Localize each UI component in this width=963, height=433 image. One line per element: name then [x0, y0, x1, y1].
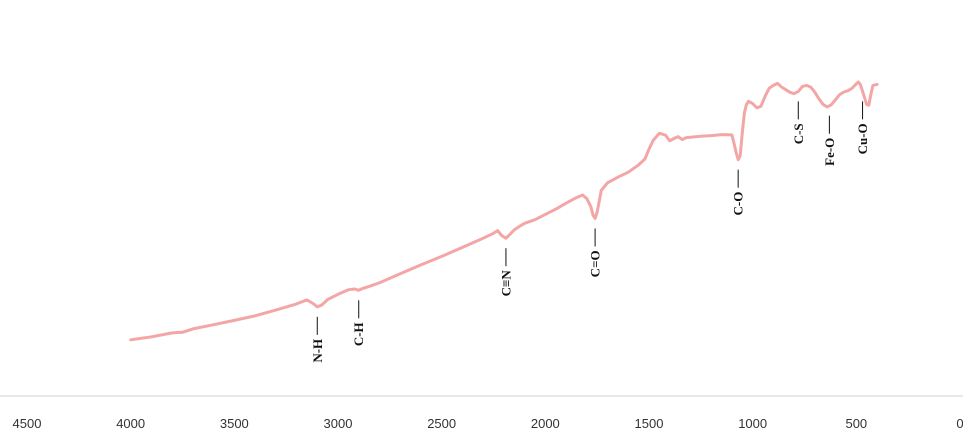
- peak-label: C=O: [588, 250, 603, 277]
- peak-annotation: N-H: [310, 316, 325, 363]
- x-tick-label: 3500: [220, 416, 249, 431]
- peak-label: Fe-O: [822, 138, 837, 166]
- x-tick-label: 4500: [13, 416, 42, 431]
- spectrum-series-line: [129, 80, 879, 342]
- x-tick-label: 4000: [116, 416, 145, 431]
- peak-label: C-H: [351, 322, 366, 346]
- peak-annotation: C=O: [588, 228, 603, 277]
- plot-area: [129, 80, 879, 342]
- peak-annotations: N-H C-H C≡N C=O C-O C-S Fe-O Cu-O: [310, 101, 870, 363]
- peak-annotation: C-S: [791, 101, 806, 144]
- peak-annotation: Cu-O: [855, 101, 870, 154]
- peak-annotation: Fe-O: [822, 115, 837, 166]
- x-tick-label: 2000: [531, 416, 560, 431]
- x-tick-label: 3000: [324, 416, 353, 431]
- peak-label: C≡N: [498, 270, 513, 297]
- x-tick-label: 2500: [427, 416, 456, 431]
- peak-annotation: C≡N: [498, 248, 513, 296]
- x-tick-label: 1500: [635, 416, 664, 431]
- peak-label: N-H: [310, 339, 325, 363]
- peak-annotation: C-H: [351, 300, 366, 346]
- x-axis: 4500 4000 3500 3000 2500 2000 1500 1000 500 0: [0, 395, 963, 431]
- x-tick-label: 1000: [738, 416, 767, 431]
- peak-label: Cu-O: [855, 123, 870, 154]
- peak-label: C-S: [791, 123, 806, 144]
- x-tick-label: 500: [845, 416, 867, 431]
- peak-annotation: C-O: [731, 169, 746, 216]
- peak-label: C-O: [731, 192, 746, 216]
- x-tick-label: 0: [956, 416, 963, 431]
